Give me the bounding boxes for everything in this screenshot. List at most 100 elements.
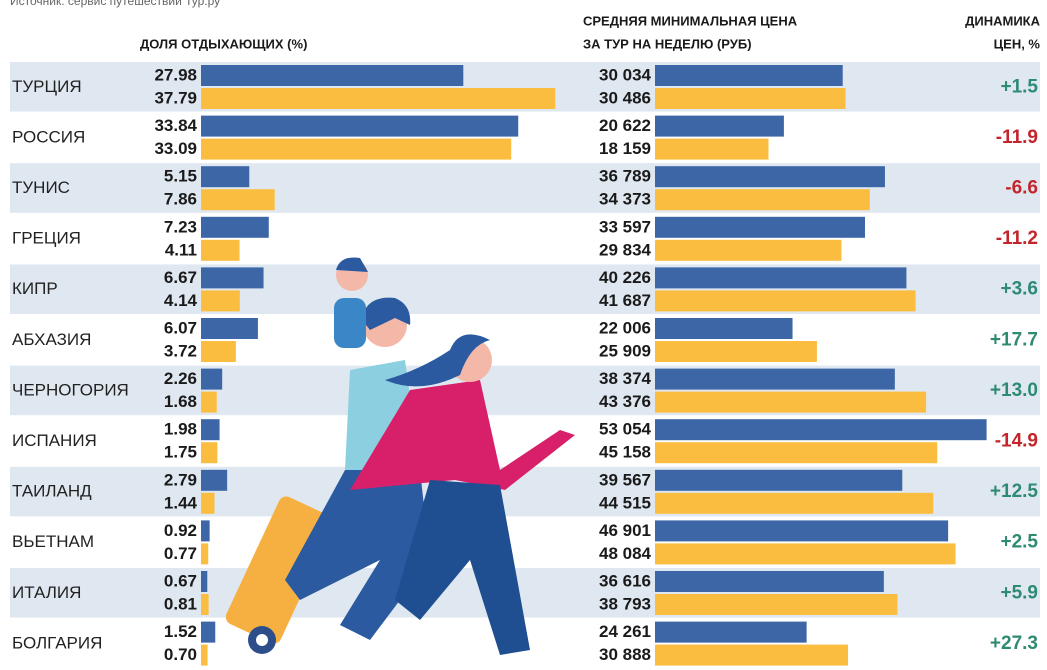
- bar: [655, 368, 895, 390]
- source: Источник: сервис путешествий Тур.ру: [10, 0, 220, 8]
- dynamics-value: -11.2: [996, 228, 1038, 249]
- value-label: 33 597: [599, 217, 651, 236]
- bar: [655, 594, 898, 615]
- value-label: 29 834: [599, 240, 652, 259]
- value-label: 6.07: [164, 318, 197, 337]
- bar: [201, 469, 228, 491]
- dynamics-value: +1.5: [1000, 76, 1038, 97]
- bar: [655, 115, 784, 137]
- bar: [655, 216, 865, 238]
- value-label: 5.15: [164, 167, 197, 186]
- bar: [201, 138, 512, 160]
- value-label: 46 901: [599, 521, 651, 540]
- bar: [655, 189, 870, 211]
- dynamics-header: ЦЕН, %: [994, 36, 1041, 51]
- bar: [201, 520, 210, 542]
- value-label: 0.81: [164, 594, 197, 613]
- category-label: ИТАЛИЯ: [12, 583, 81, 602]
- bar: [201, 216, 269, 238]
- bar: [655, 520, 949, 542]
- share-header: ДОЛЯ ОТДЫХАЮЩИХ (%): [140, 36, 307, 51]
- value-label: 1.68: [164, 392, 197, 411]
- value-label: 41 687: [599, 291, 651, 310]
- bar: [655, 88, 846, 109]
- bar: [655, 267, 907, 289]
- value-label: 30 486: [599, 88, 651, 107]
- bar: [201, 594, 209, 615]
- value-label: 40 226: [599, 268, 651, 287]
- value-label: 44 515: [599, 493, 651, 512]
- bar: [655, 290, 916, 312]
- dynamics-value: +13.0: [990, 380, 1038, 401]
- value-label: 4.11: [165, 240, 197, 259]
- value-label: 1.75: [164, 443, 197, 462]
- value-label: 2.26: [164, 369, 197, 388]
- bar: [201, 318, 258, 339]
- value-label: 36 789: [599, 167, 651, 186]
- bar: [201, 391, 217, 413]
- bar: [201, 442, 218, 464]
- value-label: 39 567: [599, 470, 651, 489]
- bar: [655, 138, 769, 160]
- bar: [201, 166, 250, 188]
- bar: [201, 88, 556, 109]
- category-label: ТАИЛАНД: [12, 482, 92, 501]
- value-label: 7.23: [164, 217, 197, 236]
- value-label: 24 261: [599, 622, 651, 641]
- bar: [201, 368, 223, 390]
- dynamics-value: +5.9: [1000, 582, 1038, 603]
- bar: [655, 419, 987, 441]
- value-label: 37.79: [154, 88, 197, 107]
- value-label: 6.67: [164, 268, 197, 287]
- dynamics-value: -6.6: [1005, 178, 1038, 199]
- category-label: БОЛГАРИЯ: [12, 633, 102, 652]
- bar: [201, 239, 240, 261]
- bar: [201, 115, 519, 137]
- category-label: ТУРЦИЯ: [12, 77, 82, 96]
- value-label: 1.52: [164, 622, 197, 641]
- bar: [655, 391, 927, 413]
- bar: [655, 621, 807, 643]
- value-label: 1.98: [164, 420, 197, 439]
- bar: [655, 571, 884, 592]
- value-label: 36 616: [599, 571, 651, 590]
- dynamics-value: +27.3: [990, 633, 1038, 654]
- dynamics-value: +12.5: [990, 481, 1039, 502]
- bar: [655, 166, 885, 188]
- value-label: 43 376: [599, 392, 651, 411]
- bar: [655, 469, 903, 491]
- value-label: 1.44: [164, 493, 198, 512]
- bar: [201, 290, 240, 312]
- bar: [655, 492, 934, 514]
- category-label: ВЬЕТНАМ: [12, 532, 94, 551]
- category-label: ГРЕЦИЯ: [12, 229, 81, 248]
- bar: [201, 189, 275, 211]
- value-label: 38 374: [599, 369, 652, 388]
- category-label: АБХАЗИЯ: [12, 330, 91, 349]
- value-label: 3.72: [164, 341, 197, 360]
- price-header: СРЕДНЯЯ МИНИМАЛЬНАЯ ЦЕНА: [583, 13, 798, 28]
- bar: [201, 65, 464, 86]
- dynamics-value: -11.9: [996, 127, 1038, 148]
- bar: [655, 442, 938, 464]
- value-label: 0.92: [164, 521, 197, 540]
- value-label: 53 054: [599, 420, 652, 439]
- bar: [655, 644, 849, 666]
- value-label: 33.84: [154, 116, 197, 135]
- value-label: 25 909: [599, 341, 651, 360]
- value-label: 4.14: [164, 291, 198, 310]
- illustration: [225, 257, 575, 655]
- value-label: 2.79: [164, 470, 197, 489]
- value-label: 7.86: [164, 190, 197, 209]
- dynamics-header: ДИНАМИКА: [965, 13, 1040, 28]
- bar: [655, 65, 843, 86]
- category-label: ТУНИС: [12, 178, 70, 197]
- bar: [201, 571, 208, 592]
- bar: [655, 239, 842, 261]
- value-label: 0.67: [164, 571, 197, 590]
- category-label: КИПР: [12, 279, 58, 298]
- bar: [201, 419, 220, 441]
- value-label: 30 888: [599, 645, 651, 664]
- bar: [201, 621, 216, 643]
